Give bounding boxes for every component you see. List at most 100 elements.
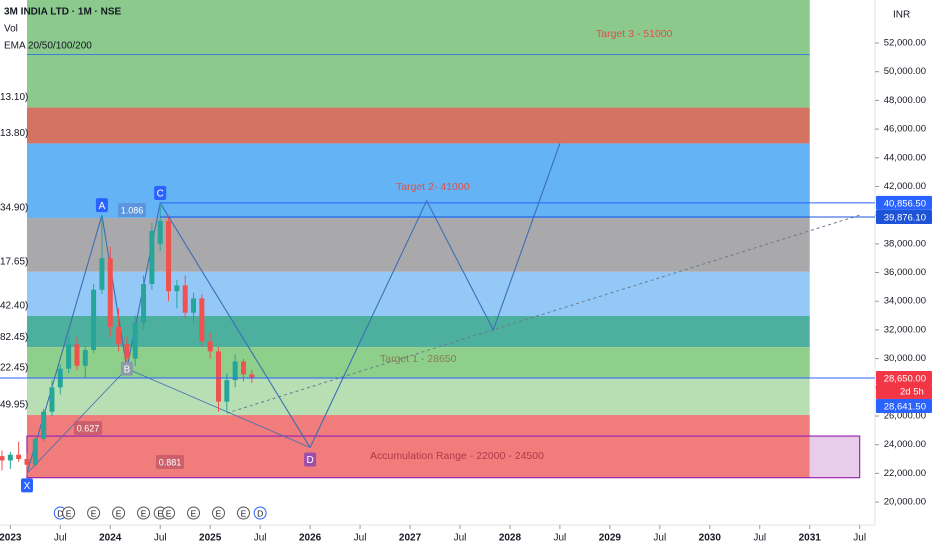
currency: INR bbox=[893, 10, 910, 21]
x-tick-label: Jul bbox=[54, 533, 67, 544]
price-badge bbox=[876, 195, 932, 210]
event-label: D bbox=[257, 508, 263, 518]
trend-line bbox=[226, 214, 860, 414]
y-tick-label: 48,000.00 bbox=[884, 95, 926, 106]
countdown: 2d 5h bbox=[900, 386, 924, 397]
point-badge bbox=[304, 452, 317, 467]
event-marker bbox=[236, 506, 250, 520]
fib-label: 49.95) bbox=[0, 400, 28, 411]
annotation: Target 1 - 28650 bbox=[380, 353, 457, 365]
event-label: E bbox=[66, 508, 72, 518]
price-badge-label: 28,650.00 bbox=[884, 373, 926, 384]
event-label: E bbox=[157, 508, 163, 518]
fib-zone bbox=[26, 415, 810, 479]
x-tick-label: 2027 bbox=[399, 533, 422, 544]
x-tick-label: Jul bbox=[653, 533, 666, 544]
projection bbox=[309, 143, 561, 448]
price-badge bbox=[876, 370, 932, 385]
point-label: B bbox=[124, 364, 131, 375]
candle-body bbox=[41, 411, 47, 439]
point-badge bbox=[154, 185, 167, 200]
candle-body bbox=[182, 285, 188, 313]
x-tick-label: 2023 bbox=[0, 533, 22, 544]
y-tick-label: 52,000.00 bbox=[884, 38, 926, 49]
fib-label: 42.40) bbox=[0, 301, 28, 312]
event-marker bbox=[187, 506, 201, 520]
x-tick-label: Jul bbox=[154, 533, 167, 544]
x-tick-label: Jul bbox=[853, 533, 866, 544]
candle-body bbox=[216, 351, 221, 402]
y-tick-label: 22,000.00 bbox=[884, 468, 926, 479]
candle-body bbox=[99, 258, 105, 290]
y-tick-label: 26,000.00 bbox=[884, 410, 926, 421]
event-marker bbox=[87, 506, 101, 520]
event-label: D bbox=[57, 508, 63, 518]
y-tick-label: 42,000.00 bbox=[884, 181, 926, 192]
candle-body bbox=[232, 361, 238, 381]
x-tick-label: Jul bbox=[254, 533, 267, 544]
fib-zone bbox=[26, 0, 810, 108]
x-tick-label: 2031 bbox=[799, 533, 822, 544]
candle-body bbox=[107, 258, 113, 328]
x-tick-label: 2024 bbox=[99, 533, 122, 544]
point-label: A bbox=[99, 201, 106, 212]
candle-body bbox=[207, 341, 213, 352]
annotation: Target 3 - 51000 bbox=[596, 28, 673, 40]
price-badge bbox=[876, 209, 932, 224]
y-tick-label: 50,000.00 bbox=[884, 66, 926, 77]
event-label: E bbox=[166, 508, 172, 518]
y-tick-label: 32,000.00 bbox=[884, 324, 926, 335]
y-tick-label: 46,000.00 bbox=[884, 124, 926, 135]
x-tick-label: 2030 bbox=[699, 533, 722, 544]
price-badge-label: 39,876.10 bbox=[884, 212, 926, 223]
fib-zone bbox=[26, 347, 810, 379]
candle-body bbox=[49, 387, 55, 412]
y-tick-label: 30,000.00 bbox=[884, 353, 926, 364]
price-badge-label: 40,856.50 bbox=[884, 198, 926, 209]
candle-body bbox=[66, 344, 72, 369]
candle-body bbox=[249, 374, 255, 379]
point-label: C bbox=[157, 189, 164, 200]
candle-body bbox=[224, 380, 230, 402]
fib-zone bbox=[26, 107, 810, 144]
x-tick-label: Jul bbox=[454, 533, 467, 544]
x-tick-label: Jul bbox=[753, 533, 766, 544]
x-tick-label: Jul bbox=[354, 533, 367, 544]
fib-zone bbox=[26, 316, 810, 348]
ratio-label: 1.086 bbox=[121, 205, 144, 215]
candle-body bbox=[149, 230, 155, 285]
candle-body bbox=[74, 344, 80, 366]
candle-body bbox=[24, 459, 30, 465]
fib-zone bbox=[26, 378, 810, 416]
event-marker bbox=[253, 506, 267, 520]
candle-body bbox=[16, 454, 22, 460]
event-label: E bbox=[241, 508, 247, 518]
fib-label: 82.45) bbox=[0, 332, 28, 343]
event-label: E bbox=[116, 508, 122, 518]
candle-body bbox=[174, 285, 180, 292]
candle-body bbox=[32, 438, 38, 465]
event-marker bbox=[137, 506, 151, 520]
ratio-label: 0.881 bbox=[159, 457, 182, 467]
point-badge bbox=[95, 198, 108, 213]
ratio-badge bbox=[74, 421, 102, 435]
fib-label: 22.45) bbox=[0, 363, 28, 374]
x-tick-label: Jul bbox=[554, 533, 567, 544]
y-tick-label: 38,000.00 bbox=[884, 238, 926, 249]
candle-body bbox=[0, 456, 5, 461]
point-badge bbox=[20, 478, 33, 493]
candle-body bbox=[240, 361, 246, 375]
candle-body bbox=[141, 284, 147, 323]
ratio-badge bbox=[118, 203, 146, 217]
zones: 13.10) 13.80) 34.90) 17.65) 42.40) 82.45) 22.4… bbox=[0, 0, 861, 479]
indicator: EMA 20/50/100/200 bbox=[4, 41, 92, 52]
event-marker bbox=[162, 506, 176, 520]
fib-label: 13.80) bbox=[0, 128, 28, 139]
point-label: X bbox=[24, 481, 31, 492]
candle-body bbox=[157, 220, 163, 244]
point-badge bbox=[120, 361, 133, 376]
annotation: Accumulation Range - 22000 - 24500 bbox=[370, 450, 544, 462]
price-badge bbox=[876, 398, 932, 413]
event-label: E bbox=[191, 508, 197, 518]
event-marker bbox=[212, 506, 225, 520]
